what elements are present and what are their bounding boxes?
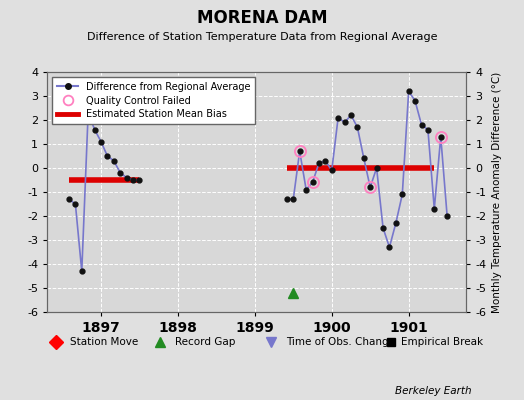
Text: Empirical Break: Empirical Break xyxy=(401,337,484,347)
Text: Record Gap: Record Gap xyxy=(175,337,235,347)
Text: Station Move: Station Move xyxy=(70,337,138,347)
Legend: Difference from Regional Average, Quality Control Failed, Estimated Station Mean: Difference from Regional Average, Qualit… xyxy=(52,77,255,124)
Y-axis label: Monthly Temperature Anomaly Difference (°C): Monthly Temperature Anomaly Difference (… xyxy=(492,71,502,313)
Text: Berkeley Earth: Berkeley Earth xyxy=(395,386,472,396)
Text: Difference of Station Temperature Data from Regional Average: Difference of Station Temperature Data f… xyxy=(87,32,437,42)
Text: Time of Obs. Change: Time of Obs. Change xyxy=(286,337,395,347)
Text: MORENA DAM: MORENA DAM xyxy=(196,9,328,27)
